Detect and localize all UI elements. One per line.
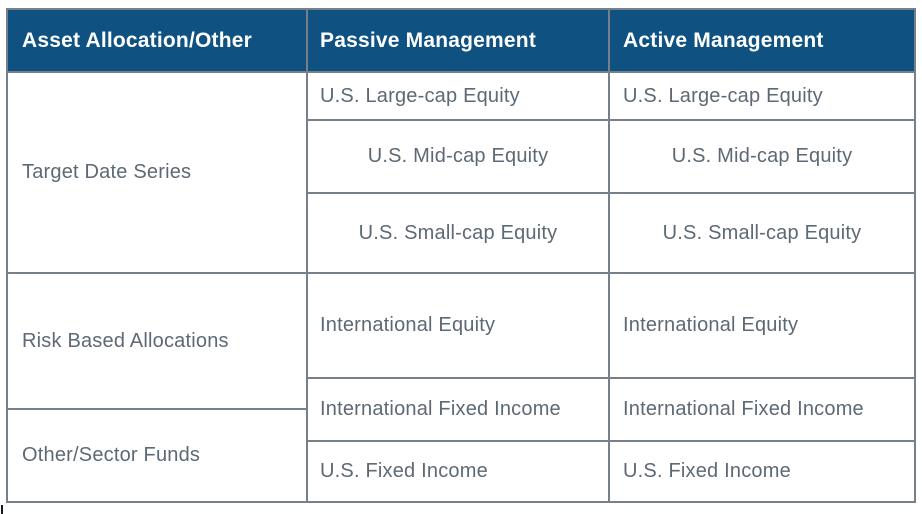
column-divider-2 (608, 10, 610, 501)
active-cell-us-mid-cap-equity: U.S. Mid-cap Equity (671, 145, 853, 167)
page-edge-artifact (1, 505, 3, 514)
passive-cell-international-equity: International Equity (320, 314, 496, 336)
header-passive-management: Passive Management (320, 28, 537, 52)
passive-cell-international-fixed-income: International Fixed Income (320, 398, 561, 420)
group-divider-riskbased-other (8, 408, 308, 410)
group-cell-target-date-series: Target Date Series (22, 161, 192, 183)
row-divider-midcap-smallcap (306, 192, 914, 194)
active-cell-international-equity: International Equity (623, 314, 799, 336)
row-divider-intlfixed-usfixed (306, 440, 914, 442)
active-cell-us-fixed-income: U.S. Fixed Income (623, 460, 791, 482)
group-cell-risk-based-allocations: Risk Based Allocations (22, 329, 229, 352)
group-cell-other-sector-funds: Other/Sector Funds (22, 444, 201, 466)
passive-cell-us-large-cap-equity: U.S. Large-cap Equity (320, 84, 520, 107)
asset-allocation-table: Asset Allocation/Other Passive Managemen… (6, 8, 916, 503)
passive-cell-us-small-cap-equity: U.S. Small-cap Equity (358, 221, 558, 244)
active-cell-international-fixed-income: International Fixed Income (623, 398, 864, 420)
header-bottom-border (8, 71, 914, 73)
header-active-management: Active Management (623, 28, 824, 52)
passive-cell-us-mid-cap-equity: U.S. Mid-cap Equity (367, 145, 549, 167)
header-asset-allocation-other: Asset Allocation/Other (22, 28, 252, 52)
passive-cell-us-fixed-income: U.S. Fixed Income (320, 460, 488, 482)
row-divider-intlequity-intlfixed (306, 377, 914, 379)
row-divider-smallcap-international (8, 272, 914, 274)
active-cell-us-small-cap-equity: U.S. Small-cap Equity (662, 221, 862, 244)
row-divider-largecap-midcap (306, 119, 914, 121)
table-header-row (8, 10, 914, 71)
active-cell-us-large-cap-equity: U.S. Large-cap Equity (623, 84, 823, 107)
column-divider-1 (306, 10, 308, 501)
